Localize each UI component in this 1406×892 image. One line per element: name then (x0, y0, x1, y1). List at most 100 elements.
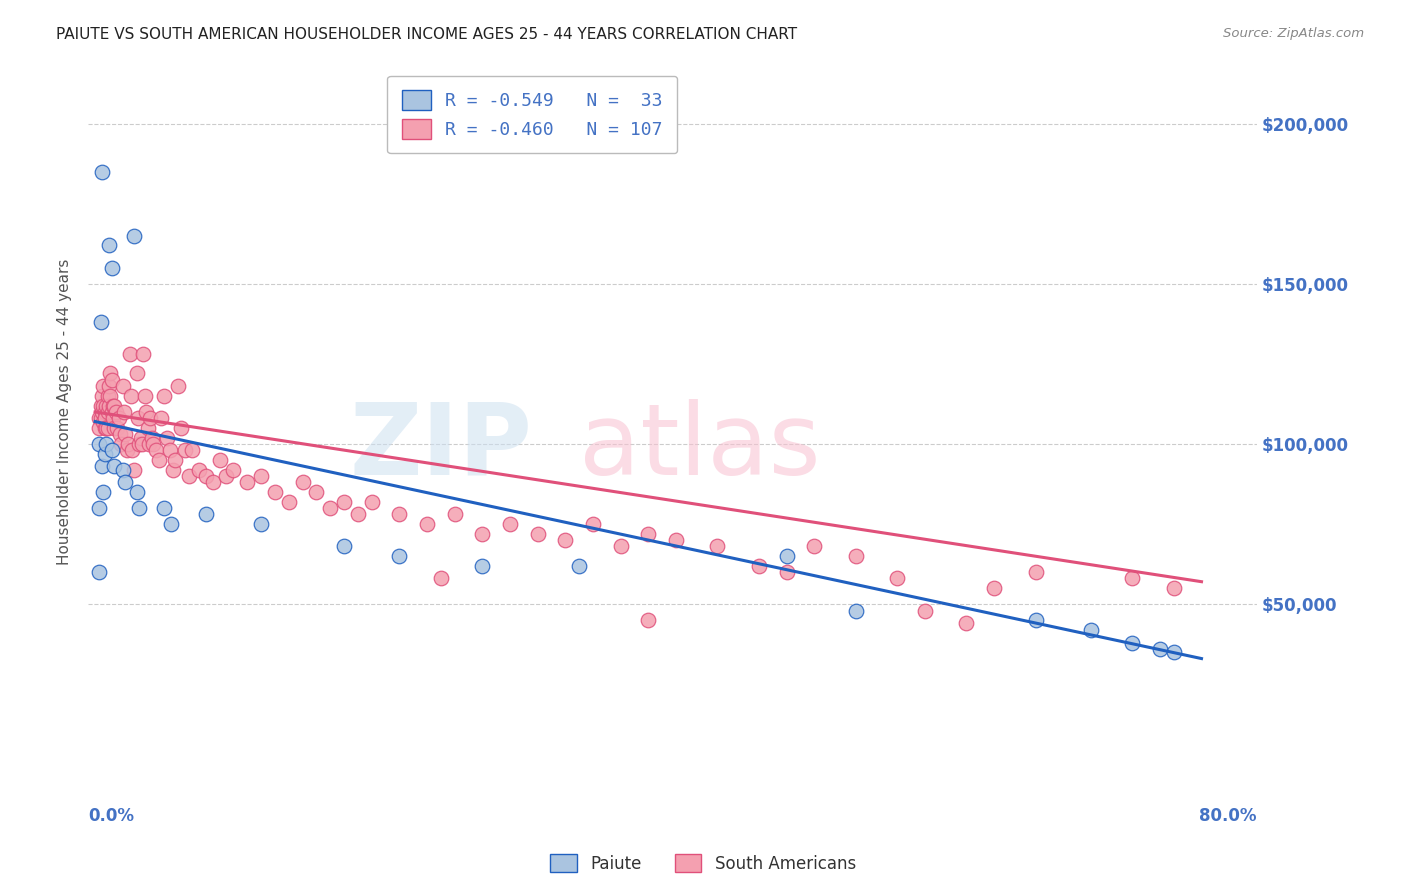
Text: Source: ZipAtlas.com: Source: ZipAtlas.com (1223, 27, 1364, 40)
Point (91, 164, 114, 178)
Point (236, 475, 259, 490)
Point (201, 475, 224, 490)
Point (89, 501, 111, 516)
Point (222, 462, 245, 476)
Point (333, 540, 356, 554)
Point (187, 462, 209, 476)
Point (1163, 581, 1185, 595)
Point (148, 453, 170, 467)
Point (128, 501, 150, 516)
Point (125, 485, 148, 500)
Point (554, 533, 576, 547)
Point (1080, 623, 1102, 637)
Point (416, 516, 439, 531)
Point (94, 446, 117, 460)
Point (845, 549, 868, 563)
Point (156, 431, 179, 445)
Point (165, 453, 187, 467)
Point (94, 421, 117, 435)
Point (360, 494, 382, 508)
Point (93, 379, 115, 393)
Text: PAIUTE VS SOUTH AMERICAN HOUSEHOLDER INCOME AGES 25 - 44 YEARS CORRELATION CHART: PAIUTE VS SOUTH AMERICAN HOUSEHOLDER INC… (56, 27, 797, 42)
Point (100, 443, 122, 458)
Point (142, 437, 165, 451)
Point (103, 421, 125, 435)
Point (388, 508, 411, 522)
Point (263, 485, 285, 500)
Point (250, 469, 273, 483)
Point (141, 431, 163, 445)
Point (983, 581, 1005, 595)
Point (159, 443, 181, 458)
Point (845, 603, 868, 617)
Point (180, 443, 202, 458)
Point (93, 485, 115, 500)
Point (1121, 635, 1143, 649)
Point (121, 443, 143, 458)
Text: atlas: atlas (579, 399, 821, 496)
Point (90, 399, 112, 413)
Point (98, 367, 121, 381)
Point (117, 437, 139, 451)
Point (1163, 645, 1185, 659)
Point (114, 475, 136, 490)
Point (97, 238, 120, 252)
Point (914, 603, 936, 617)
Point (430, 572, 453, 586)
Point (582, 516, 605, 531)
Point (101, 411, 124, 425)
Point (127, 411, 149, 425)
Point (101, 399, 124, 413)
Text: 0.0%: 0.0% (89, 806, 134, 824)
Point (886, 572, 908, 586)
Point (91, 389, 114, 403)
Point (122, 462, 145, 476)
Point (277, 494, 299, 508)
Point (89, 565, 111, 579)
Point (1025, 613, 1047, 627)
Point (97, 379, 120, 393)
Point (94, 421, 117, 435)
Point (135, 405, 157, 419)
Point (637, 526, 659, 541)
Point (89, 437, 111, 451)
Point (91, 459, 114, 474)
Point (748, 558, 770, 573)
Y-axis label: Householder Income Ages 25 - 44 years: Householder Income Ages 25 - 44 years (58, 259, 72, 566)
Point (319, 501, 342, 516)
Point (955, 616, 977, 631)
Point (115, 443, 138, 458)
Point (96, 405, 118, 419)
Point (170, 421, 193, 435)
Point (94, 411, 117, 425)
Point (305, 485, 328, 500)
Legend: R = -0.549   N =  33, R = -0.460   N = 107: R = -0.549 N = 33, R = -0.460 N = 107 (388, 76, 678, 153)
Point (90, 411, 112, 425)
Point (112, 405, 135, 419)
Point (609, 540, 631, 554)
Point (1121, 572, 1143, 586)
Point (125, 367, 148, 381)
Point (100, 373, 122, 387)
Point (134, 389, 156, 403)
Point (103, 399, 125, 413)
Point (1149, 642, 1171, 657)
Point (93, 415, 115, 429)
Point (118, 347, 141, 361)
Point (129, 431, 152, 445)
Point (107, 411, 129, 425)
Point (90, 315, 112, 329)
Point (153, 501, 176, 516)
Point (108, 427, 131, 442)
Point (471, 526, 494, 541)
Point (706, 540, 728, 554)
Point (94, 399, 117, 413)
Point (1025, 565, 1047, 579)
Point (128, 437, 150, 451)
Point (250, 516, 273, 531)
Point (333, 494, 356, 508)
Point (194, 469, 217, 483)
Point (443, 508, 465, 522)
Point (111, 462, 134, 476)
Point (89, 411, 111, 425)
